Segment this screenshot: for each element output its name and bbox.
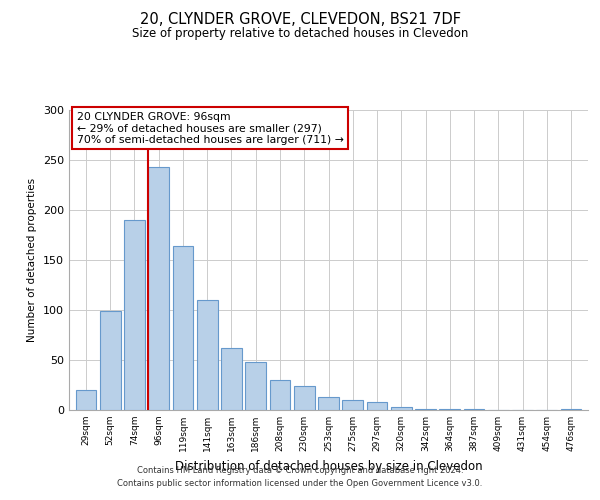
Bar [464, 409, 484, 410]
Bar [221, 348, 242, 410]
Bar [415, 409, 436, 410]
Bar [148, 167, 169, 410]
Bar [197, 300, 218, 410]
Bar [391, 407, 412, 410]
Bar [561, 409, 581, 410]
Bar [269, 380, 290, 410]
Bar [245, 362, 266, 410]
Bar [100, 311, 121, 410]
Bar [439, 409, 460, 410]
Text: 20 CLYNDER GROVE: 96sqm
← 29% of detached houses are smaller (297)
70% of semi-d: 20 CLYNDER GROVE: 96sqm ← 29% of detache… [77, 112, 344, 144]
Bar [124, 220, 145, 410]
X-axis label: Distribution of detached houses by size in Clevedon: Distribution of detached houses by size … [175, 460, 482, 472]
Text: 20, CLYNDER GROVE, CLEVEDON, BS21 7DF: 20, CLYNDER GROVE, CLEVEDON, BS21 7DF [139, 12, 461, 28]
Text: Size of property relative to detached houses in Clevedon: Size of property relative to detached ho… [132, 28, 468, 40]
Text: Contains HM Land Registry data © Crown copyright and database right 2024.
Contai: Contains HM Land Registry data © Crown c… [118, 466, 482, 487]
Bar [318, 397, 339, 410]
Bar [367, 402, 388, 410]
Bar [294, 386, 314, 410]
Bar [343, 400, 363, 410]
Y-axis label: Number of detached properties: Number of detached properties [28, 178, 37, 342]
Bar [76, 390, 96, 410]
Bar [173, 246, 193, 410]
